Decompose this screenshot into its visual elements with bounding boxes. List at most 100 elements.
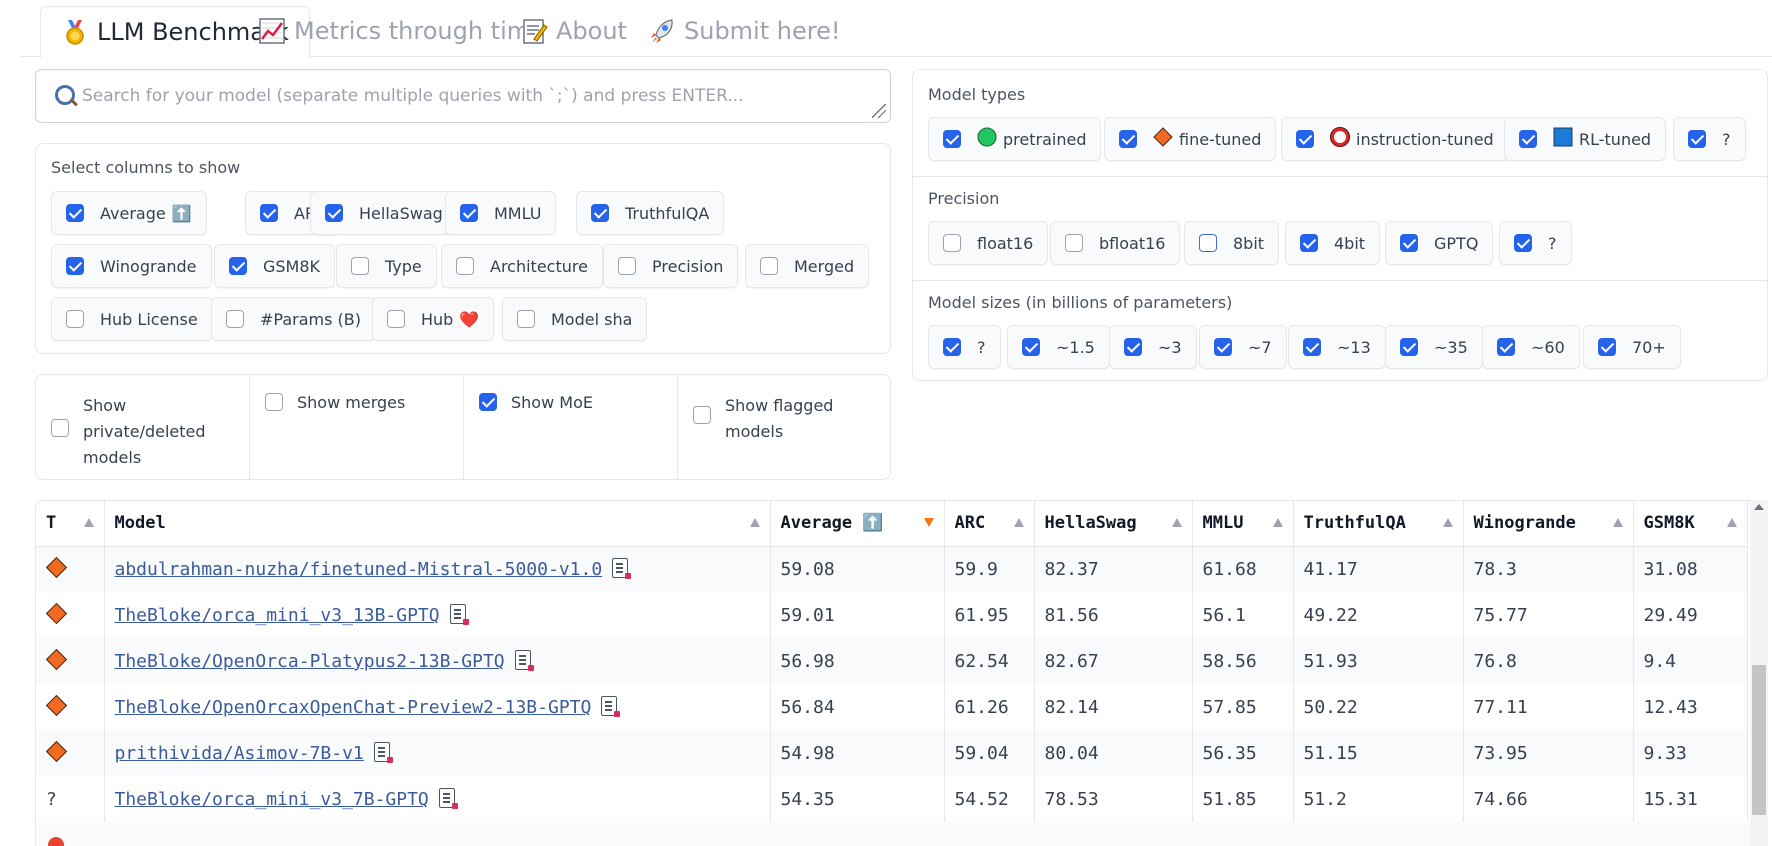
header-gsm8k[interactable]: GSM8K <box>1633 501 1748 547</box>
table-row[interactable] <box>36 823 1767 846</box>
model-link[interactable]: TheBloke/OpenOrca-Platypus2-13B-GPTQ <box>114 651 505 672</box>
size-7[interactable]: ~7 <box>1199 325 1287 369</box>
checkbox[interactable] <box>387 310 405 328</box>
checkbox[interactable] <box>66 204 84 222</box>
column-type[interactable]: Type <box>336 244 437 288</box>
checkbox[interactable] <box>943 234 961 252</box>
sort-icon[interactable] <box>1442 518 1453 527</box>
checkbox[interactable] <box>1303 338 1321 356</box>
header-hellaswag[interactable]: HellaSwag <box>1034 501 1193 547</box>
checkbox[interactable] <box>479 393 497 411</box>
size-13[interactable]: ~13 <box>1288 325 1386 369</box>
column-truthfulqa[interactable]: TruthfulQA <box>576 191 725 235</box>
checkbox[interactable] <box>618 257 636 275</box>
checkbox[interactable] <box>591 204 609 222</box>
sort-icon[interactable] <box>1726 518 1737 527</box>
size-1-5[interactable]: ~1.5 <box>1007 325 1110 369</box>
column-hub[interactable]: Hub ❤️ <box>372 297 495 341</box>
resize-handle[interactable] <box>872 104 886 118</box>
checkbox[interactable] <box>517 310 535 328</box>
model-link[interactable]: TheBloke/orca_mini_v3_13B-GPTQ <box>114 605 440 626</box>
precision-8bit[interactable]: 8bit <box>1184 221 1280 265</box>
checkbox[interactable] <box>693 406 711 424</box>
table-row[interactable]: abdulrahman-nuzha/finetuned-Mistral-5000… <box>36 546 1748 592</box>
model-card-icon[interactable] <box>612 558 632 580</box>
precision-float16[interactable]: float16 <box>928 221 1049 265</box>
model-card-icon[interactable] <box>514 650 534 671</box>
type-instruction-tuned[interactable]: instruction-tuned <box>1281 117 1509 161</box>
model-card-icon[interactable] <box>449 604 469 625</box>
column-mmlu[interactable]: MMLU <box>445 191 557 235</box>
checkbox[interactable] <box>460 204 478 222</box>
model-card-icon[interactable] <box>601 696 621 717</box>
checkbox[interactable] <box>325 204 343 222</box>
header-average[interactable]: Average ⬆️ <box>770 501 945 547</box>
checkbox[interactable] <box>226 310 244 328</box>
checkbox[interactable] <box>51 419 69 437</box>
checkbox[interactable] <box>260 204 278 222</box>
checkbox[interactable] <box>1400 234 1418 252</box>
table-row[interactable]: ? TheBloke/orca_mini_v3_7B-GPTQ 54.35 54.52… <box>36 776 1748 822</box>
header-mmlu[interactable]: MMLU <box>1192 501 1294 547</box>
checkbox[interactable] <box>351 257 369 275</box>
precision-gptq[interactable]: GPTQ <box>1385 221 1494 265</box>
checkbox[interactable] <box>1300 234 1318 252</box>
column-winogrande[interactable]: Winogrande <box>51 244 212 288</box>
model-card-icon[interactable] <box>373 742 393 763</box>
table-scrollbar[interactable] <box>1750 500 1768 846</box>
checkbox[interactable] <box>265 393 283 411</box>
type-fine-tuned[interactable]: fine-tuned <box>1104 117 1277 161</box>
size-35[interactable]: ~35 <box>1385 325 1483 369</box>
header-winogrande[interactable]: Winogrande <box>1463 501 1634 547</box>
header-model[interactable]: Model <box>104 501 771 547</box>
sort-icon[interactable] <box>1612 518 1623 527</box>
checkbox[interactable] <box>1199 234 1217 252</box>
column-gsm8k[interactable]: GSM8K <box>214 244 336 288</box>
sort-icon[interactable] <box>749 518 760 527</box>
model-link[interactable]: TheBloke/OpenOrcaxOpenChat-Preview2-13B-… <box>114 697 592 718</box>
scroll-thumb[interactable] <box>1752 665 1766 815</box>
column-model-sha[interactable]: Model sha <box>502 297 648 341</box>
checkbox[interactable] <box>456 257 474 275</box>
model-card-icon[interactable] <box>438 788 458 809</box>
checkbox[interactable] <box>1400 338 1418 356</box>
size-3[interactable]: ~3 <box>1109 325 1197 369</box>
tab-metrics-through-time[interactable]: Metrics through time <box>258 7 545 55</box>
table-row[interactable]: TheBloke/OpenOrca-Platypus2-13B-GPTQ 56.9… <box>36 638 1748 684</box>
checkbox[interactable] <box>1296 130 1314 148</box>
search-input[interactable]: Search for your model (separate multiple… <box>35 69 891 123</box>
column-hellaswag[interactable]: HellaSwag <box>310 191 458 235</box>
sort-desc-icon[interactable] <box>923 518 934 527</box>
size-60[interactable]: ~60 <box>1482 325 1580 369</box>
precision-unknown[interactable]: ? <box>1499 221 1572 265</box>
precision-4bit[interactable]: 4bit <box>1285 221 1381 265</box>
header-type[interactable]: T <box>36 501 105 547</box>
checkbox[interactable] <box>66 310 84 328</box>
checkbox[interactable] <box>1214 338 1232 356</box>
type-rl-tuned[interactable]: RL-tuned <box>1504 117 1667 161</box>
checkbox[interactable] <box>760 257 778 275</box>
size-unknown[interactable]: ? <box>928 325 1001 369</box>
checkbox[interactable] <box>1119 130 1137 148</box>
type-pretrained[interactable]: pretrained <box>928 117 1102 161</box>
column-merged[interactable]: Merged <box>745 244 870 288</box>
checkbox[interactable] <box>229 257 247 275</box>
checkbox[interactable] <box>1124 338 1142 356</box>
checkbox[interactable] <box>1065 234 1083 252</box>
model-link[interactable]: prithivida/Asimov-7B-v1 <box>114 743 364 764</box>
column-hub-license[interactable]: Hub License <box>51 297 213 341</box>
model-link[interactable]: TheBloke/orca_mini_v3_7B-GPTQ <box>114 789 429 810</box>
column-precision[interactable]: Precision <box>603 244 739 288</box>
model-link[interactable]: abdulrahman-nuzha/finetuned-Mistral-5000… <box>114 559 603 581</box>
header-truthfulqa[interactable]: TruthfulQA <box>1293 501 1464 547</box>
sort-icon[interactable] <box>83 518 94 527</box>
tab-submit[interactable]: Submit here! <box>648 7 840 55</box>
column-params[interactable]: #Params (B) <box>211 297 376 341</box>
checkbox[interactable] <box>1497 338 1515 356</box>
sort-icon[interactable] <box>1013 518 1024 527</box>
table-row[interactable]: TheBloke/orca_mini_v3_13B-GPTQ 59.01 61.95… <box>36 592 1748 638</box>
column-architecture[interactable]: Architecture <box>441 244 603 288</box>
checkbox[interactable] <box>943 130 961 148</box>
size-70-plus[interactable]: 70+ <box>1583 325 1681 369</box>
scroll-up-icon[interactable] <box>1754 504 1764 510</box>
